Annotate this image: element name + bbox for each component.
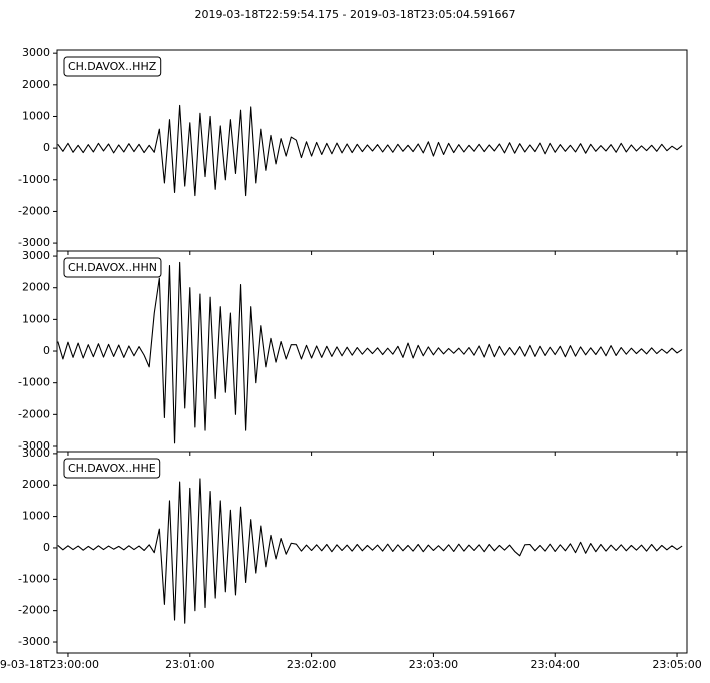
y-tick-label: 3000 xyxy=(22,447,50,460)
y-tick-label: 0 xyxy=(43,344,50,357)
trace-label: CH.DAVOX..HHE xyxy=(68,462,156,475)
x-tick-label: 2019-03-18T23:00:00 xyxy=(0,658,99,671)
x-tick-label: 23:03:00 xyxy=(409,658,458,671)
y-tick-label: 2000 xyxy=(22,281,50,294)
trace-label: CH.DAVOX..HHZ xyxy=(68,60,157,73)
panel-frame xyxy=(56,250,688,453)
trace-label-box xyxy=(63,56,162,77)
x-tick-label: 23:05:00 xyxy=(652,658,701,671)
y-tick-label: -3000 xyxy=(18,236,50,249)
y-tick-label: -3000 xyxy=(18,439,50,452)
panel-frame xyxy=(56,451,688,654)
y-tick-label: 3000 xyxy=(22,46,50,59)
y-tick-label: 2000 xyxy=(22,78,50,91)
y-tick-label: -1000 xyxy=(18,376,50,389)
y-tick-label: 3000 xyxy=(22,249,50,262)
trace xyxy=(57,478,683,624)
chart-title: 2019-03-18T22:59:54.175 - 2019-03-18T23:… xyxy=(194,8,515,21)
y-tick-label: 1000 xyxy=(22,109,50,122)
x-tick-label: 23:04:00 xyxy=(531,658,580,671)
y-tick-label: -2000 xyxy=(18,204,50,217)
y-tick-label: 1000 xyxy=(22,312,50,325)
y-tick-label: 1000 xyxy=(22,510,50,523)
trace xyxy=(57,104,683,197)
x-tick-label: 23:02:00 xyxy=(287,658,336,671)
y-tick-label: 0 xyxy=(43,141,50,154)
y-tick-label: 2000 xyxy=(22,478,50,491)
y-tick-label: -1000 xyxy=(18,572,50,585)
trace-label-box xyxy=(63,458,161,479)
y-tick-label: -1000 xyxy=(18,173,50,186)
y-tick-label: -2000 xyxy=(18,407,50,420)
y-tick-label: 0 xyxy=(43,541,50,554)
y-tick-label: -2000 xyxy=(18,604,50,617)
trace-label-box xyxy=(63,257,162,278)
trace xyxy=(57,261,683,444)
y-tick-label: -3000 xyxy=(18,635,50,648)
x-tick-label: 23:01:00 xyxy=(165,658,214,671)
trace-label: CH.DAVOX..HHN xyxy=(68,261,157,274)
